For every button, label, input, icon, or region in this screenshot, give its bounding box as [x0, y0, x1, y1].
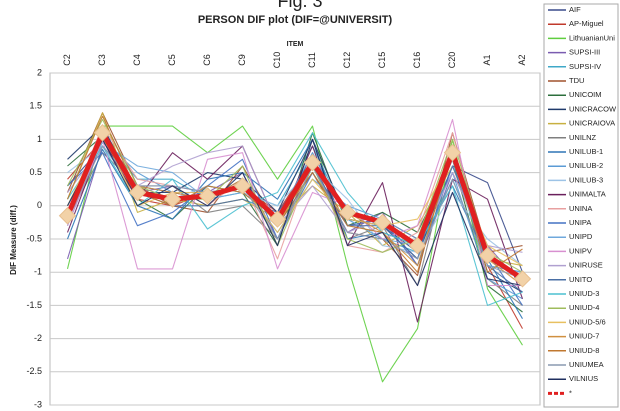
legend-label: UNIUD-5/6	[569, 317, 606, 326]
y-tick-label: 0.5	[29, 167, 42, 177]
mean-marker	[198, 187, 217, 205]
mean-marker	[163, 190, 182, 208]
legend-label: UNIUD-7	[569, 332, 599, 341]
y-tick-label: 1	[37, 134, 42, 144]
legend-label: UNILUB-3	[569, 175, 603, 184]
x-tick-label: C4	[132, 54, 142, 66]
legend-label: UNIRUSE	[569, 261, 603, 270]
y-axis-label: DIF Measure (diff.)	[9, 205, 18, 275]
legend-label: UNILUB-2	[569, 161, 603, 170]
legend-label: UNIUD-8	[569, 346, 599, 355]
x-tick-label: C2	[62, 54, 72, 66]
legend-label: UNILNZ	[569, 133, 597, 142]
legend-label: UNIPD	[569, 232, 593, 241]
legend-label: UNICRACOW	[569, 104, 617, 113]
legend-frame	[543, 3, 619, 408]
mean-marker	[233, 177, 252, 195]
legend-label: UNIUMEA	[569, 360, 604, 369]
series-line	[66, 118, 523, 287]
legend-label: AIF	[569, 5, 581, 14]
legend-label: *	[569, 388, 572, 397]
legend-label: VILNIUS	[569, 374, 598, 383]
mean-marker	[93, 124, 112, 142]
x-tick-label: C3	[97, 54, 107, 66]
x-tick-label: C5	[167, 54, 177, 66]
mean-marker	[58, 207, 77, 225]
legend-label: UNICOIM	[569, 90, 602, 99]
legend-label: UNINA	[569, 204, 592, 213]
x-tick-label: C11	[307, 52, 317, 68]
legend-label: AP-Miguel	[569, 19, 604, 28]
legend-label: SUPSI-IV	[569, 62, 601, 71]
x-tick-label: C9	[237, 54, 247, 66]
mean-marker	[373, 213, 392, 232]
legend-label: UNITO	[569, 275, 592, 284]
y-tick-label: -2.5	[26, 366, 42, 376]
legend-label: SUPSI-III	[569, 48, 600, 57]
y-tick-label: -1	[34, 267, 42, 277]
y-tick-label: 1.5	[29, 101, 42, 111]
mean-marker	[478, 246, 497, 265]
legend-label: UNIMALTA	[569, 190, 606, 199]
x-tick-label: C15	[377, 52, 387, 69]
y-tick-label: 2	[37, 67, 42, 77]
x-tick-label: A1	[482, 54, 492, 65]
x-tick-label: C12	[342, 52, 352, 69]
x-axis-label: ITEM	[287, 41, 304, 48]
x-tick-label: C10	[272, 52, 282, 69]
series-line	[67, 145, 523, 280]
chart-title: PERSON DIF plot (DIF=@UNIVERSIT)	[198, 14, 393, 26]
y-tick-label: 0	[37, 200, 42, 210]
mean-marker	[303, 153, 322, 172]
y-tick-label: -0.5	[26, 233, 42, 243]
y-tick-label: -2	[34, 333, 42, 343]
mean-marker	[408, 236, 427, 255]
legend-label: UNIPV	[569, 246, 592, 255]
series-line	[66, 125, 523, 280]
mean-marker	[513, 270, 532, 288]
legend-label: UNIUD-4	[569, 303, 599, 312]
legend-label: UNIPA	[569, 218, 591, 227]
mean-marker	[338, 203, 357, 222]
series-line	[67, 138, 523, 329]
x-tick-label: C20	[447, 52, 457, 69]
legend-label: LithuanianUni	[569, 33, 615, 42]
series-line	[67, 132, 523, 306]
mean-marker	[268, 210, 287, 228]
x-tick-label: C16	[412, 52, 422, 69]
x-tick-label: A2	[517, 54, 527, 65]
x-tick-label: C6	[202, 54, 212, 66]
legend-label: TDU	[569, 76, 584, 85]
legend-label: UNILUB-1	[569, 147, 603, 156]
legend-label: UNIUD-3	[569, 289, 599, 298]
mean-marker	[128, 183, 147, 202]
legend-label: UNICRAIOVA	[569, 119, 615, 128]
y-tick-label: -3	[34, 399, 42, 409]
y-tick-label: -1.5	[26, 300, 42, 310]
figure-label: Fig. 3	[277, 0, 322, 11]
mean-marker	[443, 143, 462, 162]
